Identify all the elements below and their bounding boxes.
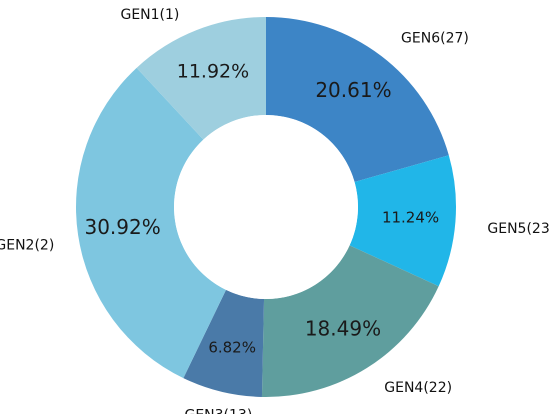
pie-slice — [261, 245, 439, 397]
slice-percent-label: 6.82% — [208, 338, 256, 356]
donut-hole — [174, 115, 358, 299]
slice-category-label: GEN2(2) — [0, 237, 54, 253]
slice-percent-label: 20.61% — [315, 78, 391, 102]
slice-category-label: GEN3(13) — [184, 407, 252, 414]
pie-slice — [136, 17, 266, 140]
slice-percent-label: 11.24% — [382, 209, 439, 227]
labels-group: 20.61% GEN6(27) 11.24% GEN5(23) 18.49% GEN4(2… — [0, 7, 550, 414]
pie-slice — [349, 155, 456, 287]
slice-percent-label: 30.92% — [84, 215, 160, 239]
slice-category-label: GEN1(1) — [120, 7, 179, 23]
slice-category-label: GEN5(23) — [487, 221, 550, 237]
slice-percent-label: 18.49% — [305, 316, 381, 340]
slice-percent-label: 11.92% — [177, 61, 249, 83]
slice-category-label: GEN4(22) — [384, 380, 452, 396]
pie-slice — [76, 67, 226, 379]
slice-category-label: GEN6(27) — [401, 30, 469, 46]
pie-slice — [266, 17, 449, 182]
slices-group — [76, 17, 456, 397]
pie-slice — [183, 289, 265, 397]
